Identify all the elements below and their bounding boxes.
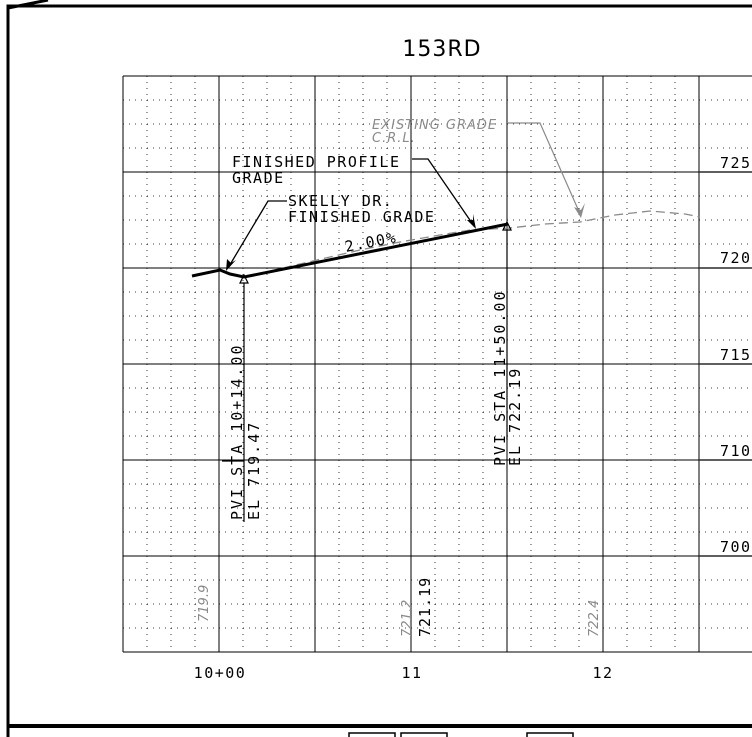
pvi2-elevation-label: EL 722.19	[506, 367, 524, 466]
pvi1-station-label: PVI STA 10+14.00	[228, 344, 246, 521]
existing-elevation-3: 722.4	[587, 600, 602, 637]
finished-profile-grade-label: GRADE	[232, 169, 285, 187]
existing-elevation-1: 719.9	[197, 585, 212, 622]
x-tick-label: 12	[592, 664, 613, 682]
skelly-arrow	[226, 259, 236, 271]
existing-grade-leader	[508, 122, 582, 217]
skelly-label: SKELLY DR.	[288, 192, 393, 210]
y-tick-label: 725	[720, 154, 752, 172]
y-tick-label: 710	[720, 442, 752, 460]
y-tick-label: 715	[720, 346, 752, 364]
finished-profile-leader	[412, 158, 475, 227]
page-title: 153RD	[402, 37, 481, 62]
y-tick-label: 720	[720, 249, 752, 267]
x-tick-label: 10+00	[194, 664, 247, 682]
sheet-border	[6, 4, 752, 737]
proposed-elevation-1: 721.19	[416, 577, 434, 637]
existing-grade-arrow	[574, 203, 585, 218]
x-tick-label: 11	[401, 664, 422, 682]
pvi2-station-label: PVI STA 11+50.00	[491, 290, 509, 467]
finished-profile-line	[191, 222, 509, 279]
existing-grade-label: EXISTING GRADE	[372, 118, 497, 133]
existing-elevation-2: 721.2	[400, 600, 415, 637]
title-block-box	[526, 732, 574, 737]
finished-profile-arrow	[467, 214, 476, 229]
skelly-leader	[227, 200, 287, 269]
pvi1-elevation-label: EL 719.47	[245, 421, 263, 520]
existing-grade-line	[241, 210, 701, 278]
sheet-border-corner	[7, 0, 49, 10]
title-block-box	[400, 732, 448, 737]
skelly-finished-grade-label: FINISHED GRADE	[288, 208, 435, 226]
y-tick-label: 700	[720, 538, 752, 556]
major-grid	[122, 75, 752, 653]
existing-grade-crl-label: C.R.L.	[372, 131, 416, 146]
finished-profile-label: FINISHED PROFILE	[232, 153, 401, 171]
title-block-box	[348, 732, 396, 737]
y-axis-labels: 725 720 715 710 700	[700, 154, 752, 557]
